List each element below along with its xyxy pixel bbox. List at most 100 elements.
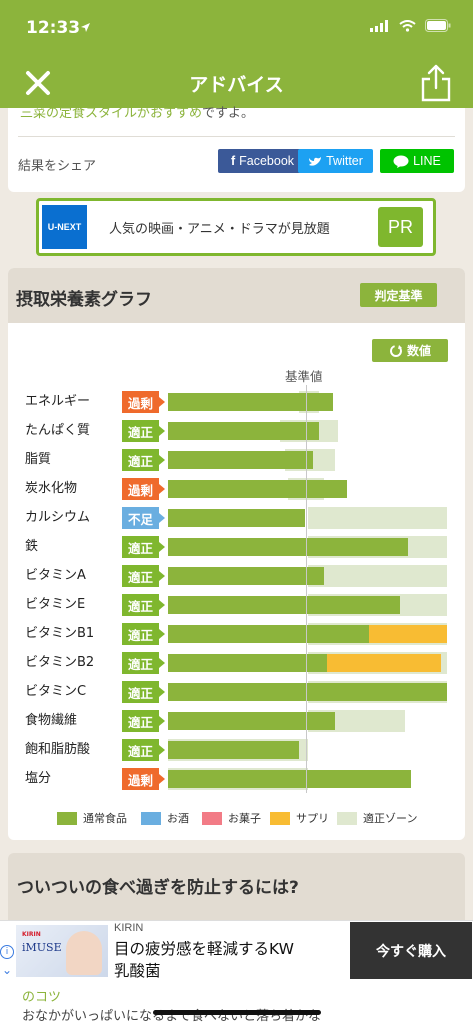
cellular-signal-icon (370, 19, 388, 32)
buy-now-button[interactable]: 今すぐ購入 (350, 922, 472, 979)
legend-swatch (270, 811, 290, 825)
status-badge: 不足 (122, 507, 165, 529)
status-badge: 適正 (122, 449, 165, 471)
nutrient-label: 塩分 (25, 771, 52, 786)
bottom-ad[interactable]: i ⌄ KIRIN iMUSE KIRIN 目の疲労感を軽減するKW 乳酸菌 今… (0, 920, 473, 981)
intake-bar (168, 770, 411, 788)
clock: 12:33 (26, 18, 81, 38)
nutrition-graph-card: 摂取栄養素グラフ 判定基準 数値 基準値 エネルギー 過剰 たんぱく質 適正 脂質 適正炭… (8, 268, 465, 840)
intake-bar (168, 480, 347, 498)
nutrient-label: 炭水化物 (25, 481, 78, 496)
nutrient-label: 飽和脂肪酸 (25, 742, 91, 757)
ad-text: 人気の映画・アニメ・ドラマが見放題 (109, 222, 330, 237)
facebook-icon: f (230, 154, 236, 168)
refresh-icon (389, 344, 402, 357)
intake-bar (168, 654, 328, 672)
graph-header: 摂取栄養素グラフ 判定基準 (8, 268, 465, 323)
status-badge: 適正 (122, 536, 165, 558)
intake-bar (168, 422, 319, 440)
chevron-down-icon[interactable]: ⌄ (2, 963, 13, 977)
product-brand: KIRIN (22, 931, 41, 938)
legend-label: お酒 (167, 812, 189, 825)
share-icon[interactable] (419, 64, 453, 102)
nutrient-label: 脂質 (25, 452, 52, 467)
model-photo (66, 931, 102, 975)
legend-swatch (57, 811, 77, 825)
intake-bar (168, 538, 408, 556)
line-chat-icon (393, 155, 409, 168)
legend-item: 通常食品 (57, 810, 127, 826)
baseline-label: 基準値 (285, 369, 323, 384)
ad-info-icon[interactable]: i (0, 945, 14, 959)
legend-item: お酒 (141, 810, 189, 826)
ad-brand: KIRIN (114, 922, 144, 934)
line-share-button[interactable]: LINE (380, 149, 454, 173)
ad-banner[interactable]: U-NEXT 人気の映画・アニメ・ドラマが見放題 PR (36, 198, 436, 256)
nutrient-label: たんぱく質 (25, 423, 91, 438)
page-title: アドバイス (189, 74, 284, 96)
legend-label: サプリ (296, 812, 329, 825)
status-badge: 適正 (122, 710, 165, 732)
nutrient-label: ビタミンB2 (25, 655, 95, 670)
nutrient-label: ビタミンE (25, 597, 86, 612)
status-badge: 適正 (122, 594, 165, 616)
legend-label: お菓子 (228, 812, 261, 825)
intake-bar (168, 741, 300, 759)
battery-icon (425, 19, 451, 32)
product-name: iMUSE (22, 941, 62, 954)
twitter-share-button[interactable]: Twitter (298, 149, 373, 173)
adequate-zone-bar (307, 507, 447, 529)
advice-text: 三菜の定食スタイルがおすすめですよ。 (20, 106, 255, 121)
legend-label: 通常食品 (83, 812, 127, 825)
bottom-content: のコツ おなかがいっぱいになるまで食べないと落ち着かな (0, 980, 473, 1024)
supplement-bar (368, 625, 447, 643)
graph-title: 摂取栄養素グラフ (16, 290, 152, 310)
legend-swatch (337, 811, 357, 825)
nutrient-label: 食物繊維 (25, 713, 78, 728)
tips-title: ついついの食べ過ぎを防止するには? (17, 878, 299, 898)
status-badge: 適正 (122, 739, 165, 761)
intake-bar (168, 596, 400, 614)
status-badge: 適正 (122, 652, 165, 674)
wifi-icon (399, 19, 416, 32)
legend-item: お菓子 (202, 810, 261, 826)
ad-headline: 目の疲労感を軽減するKW (114, 940, 294, 958)
adequate-zone-bar (307, 565, 447, 587)
nutrient-label: エネルギー (25, 394, 91, 409)
share-label: 結果をシェア (18, 159, 97, 174)
pr-badge: PR (378, 207, 423, 247)
intake-bar (168, 567, 325, 585)
share-card: 三菜の定食スタイルがおすすめですよ。 結果をシェア f Facebook Twi… (8, 106, 465, 192)
facebook-share-button[interactable]: f Facebook (218, 149, 307, 173)
status-badge: 適正 (122, 681, 165, 703)
status-bar: 12:33 (0, 0, 473, 56)
intake-bar (168, 393, 333, 411)
status-badge: 過剰 (122, 391, 165, 413)
home-indicator[interactable] (153, 1010, 321, 1015)
status-badge: 適正 (122, 420, 165, 442)
intake-bar (168, 509, 305, 527)
legend-swatch (202, 811, 222, 825)
close-icon[interactable] (24, 69, 52, 97)
navigation-bar: アドバイス (0, 56, 473, 108)
product-image: KIRIN iMUSE (16, 925, 108, 977)
nutrient-label: 鉄 (25, 539, 39, 554)
status-badge: 適正 (122, 623, 165, 645)
nutrient-label: ビタミンA (25, 568, 86, 583)
baseline-line (306, 385, 307, 793)
supplement-bar (327, 654, 442, 672)
legend-swatch (141, 811, 161, 825)
legend-item: サプリ (270, 810, 329, 826)
tips-card: ついついの食べ過ぎを防止するには? (8, 853, 465, 923)
nutrient-label: カルシウム (25, 510, 91, 525)
divider (18, 136, 455, 137)
section-heading: のコツ (22, 990, 62, 1005)
unext-logo: U-NEXT (42, 205, 87, 249)
criteria-button[interactable]: 判定基準 (360, 283, 437, 307)
intake-bar (168, 451, 314, 469)
nutrient-label: ビタミンC (25, 684, 87, 699)
show-values-button[interactable]: 数値 (372, 339, 448, 362)
intake-bar (168, 712, 336, 730)
nutrient-label: ビタミンB1 (25, 626, 95, 641)
intake-bar (168, 683, 447, 701)
